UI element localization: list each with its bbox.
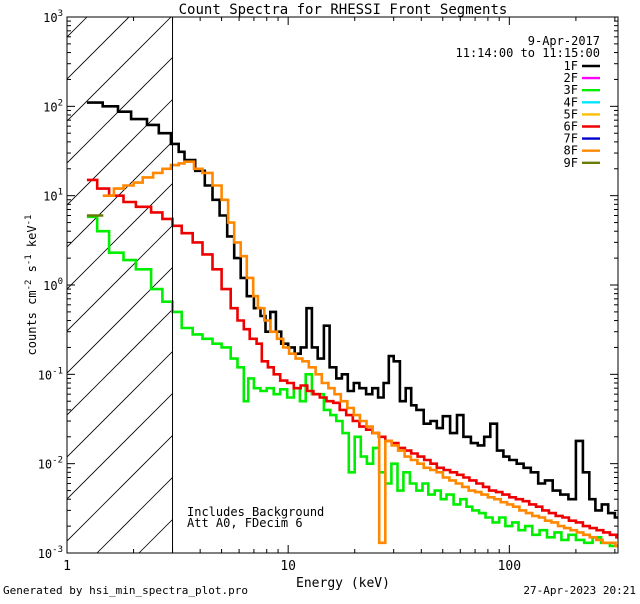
- hatch-stroke: [67, 17, 130, 80]
- hatch-stroke: [0, 0, 27, 553]
- legend-label: 4F: [564, 95, 578, 109]
- legend-label: 6F: [564, 120, 578, 134]
- footer-generated-by: Generated by hsi_min_spectra_plot.pro: [3, 584, 248, 597]
- hatch-mask: [172, 17, 618, 553]
- legend-label: 9F: [564, 156, 578, 170]
- y-axis-label: counts cm-2 s-1 keV-1: [24, 215, 39, 356]
- x-tick-label: 1: [63, 559, 71, 574]
- annotation-attenuator: Att A0, FDecim 6: [187, 516, 303, 530]
- y-axis: 10-3 10-2 10-1 100 101 102 103: [38, 9, 618, 561]
- series-line-6F: [86, 178, 618, 539]
- y-tick-label: 100: [43, 277, 63, 293]
- legend-label: 5F: [564, 107, 578, 121]
- y-tick-label: 102: [43, 98, 63, 114]
- y-tick-label: 10-3: [38, 545, 63, 561]
- chart-title: Count Spectra for RHESSI Front Segments: [179, 2, 508, 18]
- legend-label: 3F: [564, 83, 578, 97]
- hatched-low-energy-region: [0, 0, 618, 553]
- hatch-stroke: [67, 17, 88, 38]
- x-axis-label: Energy (keV): [296, 576, 390, 591]
- series-line-8F: [102, 160, 618, 548]
- footer-timestamp: 27-Apr-2023 20:21: [523, 584, 636, 597]
- legend-label: 8F: [564, 144, 578, 158]
- hatch-stroke: [67, 17, 172, 122]
- series-line-3F: [86, 215, 618, 548]
- y-tick-label: 101: [43, 188, 63, 204]
- x-tick-label: 10: [280, 559, 296, 574]
- annotation-background: Includes Background: [187, 505, 324, 519]
- time-range-label: 11:14:00 to 11:15:00: [456, 46, 601, 60]
- x-axis: 1 10 100: [63, 17, 616, 574]
- date-label: 9-Apr-2017: [528, 34, 600, 48]
- y-tick-label: 10-1: [38, 366, 63, 382]
- y-tick-label: 103: [43, 9, 63, 25]
- x-tick-label: 100: [498, 559, 521, 574]
- hatch-stroke: [67, 17, 214, 164]
- legend-label: 1F: [564, 59, 578, 73]
- y-tick-label: 10-2: [38, 456, 63, 472]
- legend-label: 2F: [564, 71, 578, 85]
- series-line-1F: [86, 101, 618, 519]
- legend-label: 7F: [564, 132, 578, 146]
